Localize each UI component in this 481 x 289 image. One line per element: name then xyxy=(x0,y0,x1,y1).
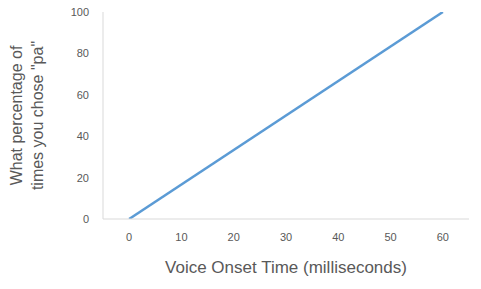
svg-text:Voice Onset Time (milliseconds: Voice Onset Time (milliseconds) xyxy=(165,258,407,277)
svg-text:30: 30 xyxy=(280,231,292,243)
svg-text:60: 60 xyxy=(77,89,89,101)
svg-text:100: 100 xyxy=(71,6,89,18)
svg-text:20: 20 xyxy=(228,231,240,243)
svg-text:0: 0 xyxy=(126,231,132,243)
svg-text:0: 0 xyxy=(83,213,89,225)
svg-text:40: 40 xyxy=(77,130,89,142)
svg-text:40: 40 xyxy=(332,231,344,243)
svg-text:20: 20 xyxy=(77,172,89,184)
svg-text:10: 10 xyxy=(175,231,187,243)
svg-text:times you chose "pa": times you chose "pa" xyxy=(29,41,46,190)
svg-text:50: 50 xyxy=(384,231,396,243)
svg-text:80: 80 xyxy=(77,47,89,59)
svg-text:60: 60 xyxy=(437,231,449,243)
svg-text:What percentage of: What percentage of xyxy=(8,45,25,185)
